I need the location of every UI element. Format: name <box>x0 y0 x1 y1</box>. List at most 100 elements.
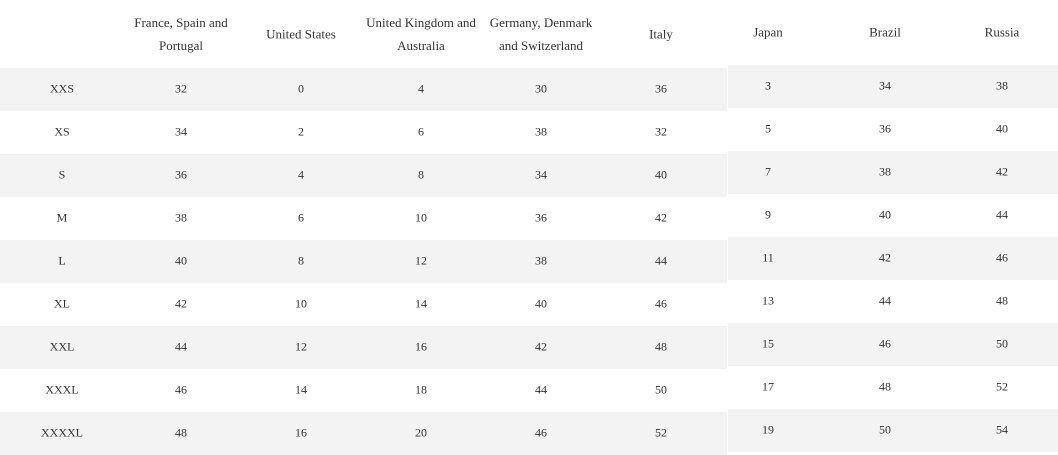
size-value: 40 <box>535 296 547 311</box>
size-value: 48 <box>996 293 1008 308</box>
size-value: 8 <box>298 253 304 268</box>
size-value: 30 <box>535 81 547 96</box>
size-value: 50 <box>996 336 1008 351</box>
size-value: 0 <box>298 81 304 96</box>
size-value: 44 <box>879 293 891 308</box>
size-value: 32 <box>655 124 667 139</box>
size-value: 16 <box>415 339 427 354</box>
column-header: United Kingdom and Australia <box>366 15 476 53</box>
row-label: XXXXL <box>41 425 83 440</box>
column-header: Japan <box>753 24 783 40</box>
row-background <box>0 240 727 283</box>
size-value: 5 <box>765 121 771 136</box>
size-value: 36 <box>655 81 667 96</box>
size-value: 34 <box>175 124 187 139</box>
size-value: 52 <box>996 379 1008 394</box>
size-value: 7 <box>765 164 771 179</box>
size-value: 54 <box>996 422 1008 437</box>
size-value: 3 <box>765 78 771 93</box>
row-background <box>728 65 1058 108</box>
column-header: Italy <box>649 26 673 42</box>
column-header: United States <box>266 26 336 42</box>
size-value: 46 <box>535 425 547 440</box>
size-value: 4 <box>298 167 304 182</box>
size-value: 46 <box>655 296 667 311</box>
size-value: 44 <box>535 382 547 397</box>
size-value: 38 <box>996 78 1008 93</box>
size-value: 15 <box>762 336 774 351</box>
row-background <box>0 68 727 111</box>
row-background <box>728 151 1058 194</box>
size-value: 20 <box>415 425 427 440</box>
size-value: 38 <box>535 253 547 268</box>
row-label: XXXL <box>45 382 79 397</box>
size-value: 40 <box>175 253 187 268</box>
size-value: 42 <box>879 250 891 265</box>
size-value: 38 <box>175 210 187 225</box>
size-value: 11 <box>762 250 774 265</box>
size-value: 14 <box>295 382 307 397</box>
size-value: 40 <box>879 207 891 222</box>
size-value: 16 <box>295 425 307 440</box>
row-label: M <box>56 210 68 225</box>
size-value: 50 <box>655 382 667 397</box>
size-value: 2 <box>298 124 304 139</box>
size-value: 12 <box>295 339 307 354</box>
size-value: 36 <box>879 121 891 136</box>
size-value: 38 <box>879 164 891 179</box>
size-value: 48 <box>175 425 187 440</box>
row-label: L <box>58 253 66 268</box>
size-value: 32 <box>175 81 187 96</box>
size-value: 14 <box>415 296 427 311</box>
size-value: 6 <box>418 124 424 139</box>
size-value: 19 <box>762 422 774 437</box>
size-value: 44 <box>996 207 1008 222</box>
size-value: 46 <box>996 250 1008 265</box>
row-background <box>0 326 727 369</box>
row-label: XXS <box>49 81 75 96</box>
size-value: 36 <box>175 167 187 182</box>
row-background <box>728 409 1058 452</box>
size-value: 34 <box>535 167 547 182</box>
size-value: 12 <box>415 253 427 268</box>
row-background <box>0 154 727 197</box>
size-value: 48 <box>655 339 667 354</box>
size-value: 6 <box>298 210 304 225</box>
size-value: 38 <box>535 124 547 139</box>
size-value: 42 <box>175 296 187 311</box>
size-value: 48 <box>879 379 891 394</box>
size-value: 46 <box>175 382 187 397</box>
size-value: 13 <box>762 293 774 308</box>
size-value: 34 <box>879 78 891 93</box>
size-value: 50 <box>879 422 891 437</box>
size-value: 17 <box>762 379 774 394</box>
row-label: S <box>58 167 66 182</box>
row-background <box>728 237 1058 280</box>
size-value: 18 <box>415 382 427 397</box>
size-value: 42 <box>535 339 547 354</box>
size-value: 10 <box>295 296 307 311</box>
row-label: XXL <box>49 339 75 354</box>
column-header: Brazil <box>869 24 901 40</box>
size-value: 46 <box>879 336 891 351</box>
column-header: Russia <box>984 24 1020 40</box>
size-value: 4 <box>418 81 424 96</box>
size-value: 42 <box>996 164 1008 179</box>
size-value: 8 <box>418 167 424 182</box>
size-value: 40 <box>655 167 667 182</box>
row-background <box>728 323 1058 366</box>
size-value: 42 <box>655 210 667 225</box>
size-value: 44 <box>175 339 187 354</box>
size-value: 10 <box>415 210 427 225</box>
size-value: 44 <box>655 253 667 268</box>
size-value: 52 <box>655 425 667 440</box>
size-value: 36 <box>535 210 547 225</box>
column-header: France, Spain and Portugal <box>134 15 228 53</box>
size-value: 9 <box>765 207 771 222</box>
column-header: Germany, Denmark and Switzerland <box>489 15 593 53</box>
size-value: 40 <box>996 121 1008 136</box>
row-background <box>0 412 727 455</box>
row-label: XS <box>54 124 70 139</box>
row-label: XL <box>54 296 70 311</box>
